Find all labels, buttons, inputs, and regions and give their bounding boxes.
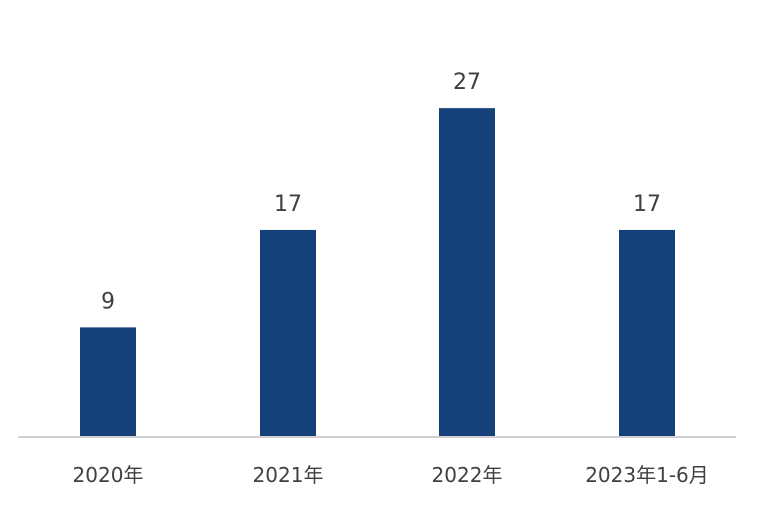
value-labels-layer: 9 17 27 17: [101, 70, 661, 314]
bars-layer: [80, 108, 675, 437]
value-label-1: 17: [274, 192, 302, 217]
x-tick-label-2: 2022年: [432, 463, 503, 487]
value-label-0: 9: [101, 289, 115, 314]
x-tick-label-3: 2023年1-6月: [585, 463, 709, 487]
value-label-2: 27: [453, 70, 481, 95]
x-tick-label-1: 2021年: [253, 463, 324, 487]
bar-2: [439, 108, 495, 437]
bar-0: [80, 327, 136, 437]
x-tick-labels: 2020年 2021年 2022年 2023年1-6月: [73, 463, 709, 487]
bar-3: [619, 229, 675, 437]
value-label-3: 17: [633, 192, 661, 217]
bar-1: [260, 229, 316, 437]
x-tick-label-0: 2020年: [73, 463, 144, 487]
